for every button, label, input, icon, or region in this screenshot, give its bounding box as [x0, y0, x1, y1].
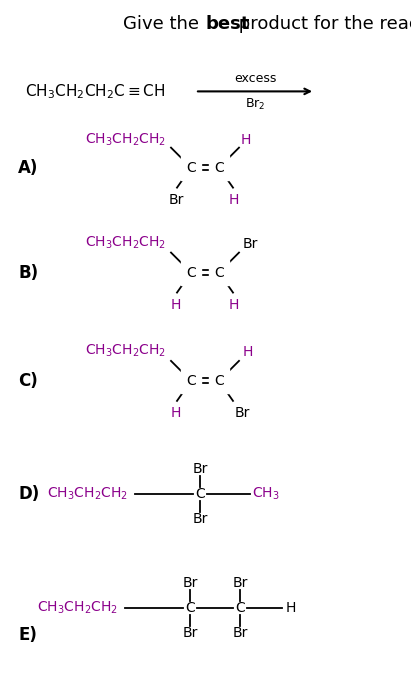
Text: CH$_3$CH$_2$CH$_2$: CH$_3$CH$_2$CH$_2$ — [47, 486, 128, 502]
Text: H: H — [229, 298, 239, 311]
Text: H: H — [286, 600, 296, 615]
Text: Give the: Give the — [123, 15, 205, 32]
Text: CH$_3$: CH$_3$ — [252, 486, 279, 502]
Text: excess: excess — [234, 72, 276, 85]
Text: H: H — [171, 298, 181, 311]
Text: H: H — [243, 345, 253, 359]
Text: Br: Br — [182, 575, 198, 590]
Text: C: C — [235, 600, 245, 615]
Text: C: C — [185, 600, 195, 615]
Text: best: best — [205, 15, 249, 32]
Text: C: C — [186, 374, 196, 388]
Text: Br: Br — [169, 193, 184, 206]
Text: B): B) — [18, 263, 38, 282]
Text: Br: Br — [192, 512, 208, 526]
Text: C: C — [186, 160, 196, 175]
Text: C: C — [214, 265, 224, 280]
Text: Br: Br — [232, 626, 248, 640]
Text: CH$_3$CH$_2$CH$_2$: CH$_3$CH$_2$CH$_2$ — [85, 343, 166, 359]
Text: A): A) — [18, 158, 38, 177]
Text: C: C — [214, 374, 224, 388]
Text: Br: Br — [182, 626, 198, 640]
Text: Br: Br — [192, 462, 208, 476]
Text: C: C — [214, 160, 224, 175]
Text: product for the reaction.: product for the reaction. — [233, 15, 411, 32]
Text: Br$_2$: Br$_2$ — [245, 97, 265, 112]
Text: CH$_3$CH$_2$CH$_2$: CH$_3$CH$_2$CH$_2$ — [85, 131, 166, 148]
Text: C: C — [195, 487, 205, 501]
Text: H: H — [171, 406, 181, 420]
Text: C: C — [186, 265, 196, 280]
Text: H: H — [241, 133, 252, 147]
Text: Br: Br — [232, 575, 248, 590]
Text: Br: Br — [235, 406, 250, 420]
Text: Br: Br — [243, 236, 259, 250]
Text: D): D) — [18, 485, 39, 503]
Text: CH$_3$CH$_2$CH$_2$: CH$_3$CH$_2$CH$_2$ — [37, 600, 118, 616]
Text: H: H — [229, 193, 239, 206]
Text: E): E) — [18, 626, 37, 644]
Text: C): C) — [18, 372, 38, 390]
Text: CH$_3$CH$_2$CH$_2$C$\equiv$CH: CH$_3$CH$_2$CH$_2$C$\equiv$CH — [25, 82, 166, 101]
Text: CH$_3$CH$_2$CH$_2$: CH$_3$CH$_2$CH$_2$ — [85, 234, 166, 250]
